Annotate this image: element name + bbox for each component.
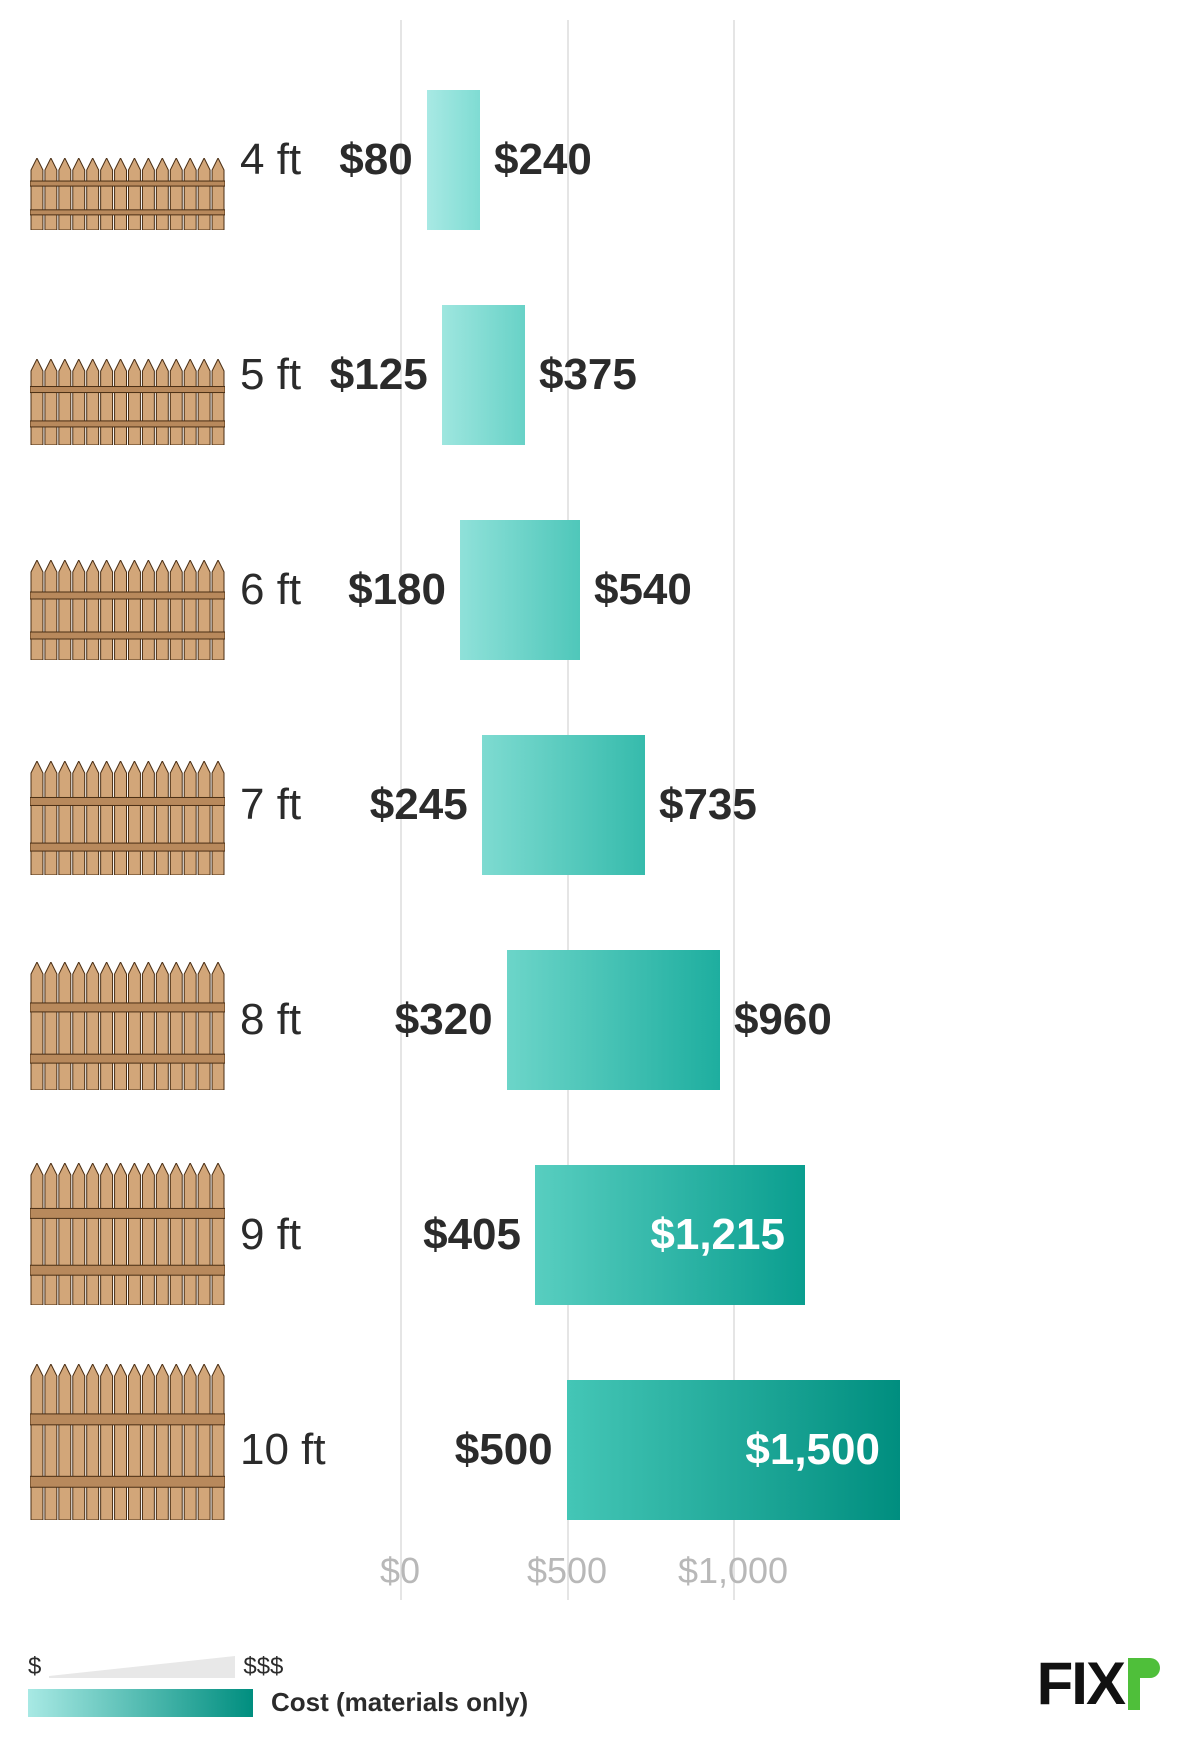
- legend-high-symbol: $$$: [243, 1653, 283, 1681]
- chart-area: 4 ft $80 $240 5 ft $125 $375 6 ft $180 $540 7 ft $…: [0, 20, 1200, 1600]
- data-row: 6 ft $180 $540: [0, 490, 1200, 690]
- fence-icon: [30, 962, 225, 1090]
- data-row: 9 ft $405 $1,215: [0, 1135, 1200, 1335]
- low-price-label: $180: [348, 565, 446, 615]
- high-price-label: $1,215: [650, 1210, 785, 1260]
- axis-tick-label: $0: [380, 1550, 420, 1592]
- high-price-label: $240: [494, 135, 592, 185]
- axis-tick-label: $500: [527, 1550, 607, 1592]
- low-price-label: $405: [423, 1210, 521, 1260]
- fence-icon: [30, 560, 225, 660]
- fence-icon: [30, 359, 225, 445]
- low-price-label: $245: [370, 780, 468, 830]
- height-label: 10 ft: [240, 1425, 326, 1475]
- height-label: 9 ft: [240, 1210, 301, 1260]
- cost-bar: [460, 520, 580, 660]
- height-label: 4 ft: [240, 135, 301, 185]
- high-price-label: $540: [594, 565, 692, 615]
- height-label: 8 ft: [240, 995, 301, 1045]
- fence-icon: [30, 1364, 225, 1520]
- data-row: 7 ft $245 $735: [0, 705, 1200, 905]
- data-row: 10 ft $500 $1,500: [0, 1350, 1200, 1550]
- high-price-label: $375: [539, 350, 637, 400]
- legend-caption: Cost (materials only): [271, 1687, 528, 1718]
- brand-logo: FIX: [1037, 1649, 1160, 1718]
- cost-bar: [427, 90, 480, 230]
- low-price-label: $125: [330, 350, 428, 400]
- cost-bar: [482, 735, 645, 875]
- height-label: 6 ft: [240, 565, 301, 615]
- legend-wedge-icon: [49, 1656, 235, 1678]
- brand-accent-icon: [1126, 1655, 1160, 1707]
- low-price-label: $80: [339, 135, 412, 185]
- brand-text: FIX: [1037, 1649, 1124, 1718]
- cost-bar: [507, 950, 720, 1090]
- cost-bar: [442, 305, 525, 445]
- high-price-label: $735: [659, 780, 757, 830]
- x-axis: $0 $500 $1,000: [0, 1550, 1200, 1600]
- axis-tick-label: $1,000: [678, 1550, 788, 1592]
- height-label: 7 ft: [240, 780, 301, 830]
- legend: $ $$$ Cost (materials only): [28, 1653, 628, 1718]
- data-row: 5 ft $125 $375: [0, 275, 1200, 475]
- high-price-label: $960: [734, 995, 832, 1045]
- fence-icon: [30, 158, 225, 230]
- fence-icon: [30, 1163, 225, 1305]
- data-row: 4 ft $80 $240: [0, 60, 1200, 260]
- legend-low-symbol: $: [28, 1653, 41, 1681]
- low-price-label: $320: [395, 995, 493, 1045]
- high-price-label: $1,500: [745, 1425, 880, 1475]
- legend-gradient-icon: [28, 1689, 253, 1717]
- data-row: 8 ft $320 $960: [0, 920, 1200, 1120]
- low-price-label: $500: [455, 1425, 553, 1475]
- height-label: 5 ft: [240, 350, 301, 400]
- fence-icon: [30, 761, 225, 875]
